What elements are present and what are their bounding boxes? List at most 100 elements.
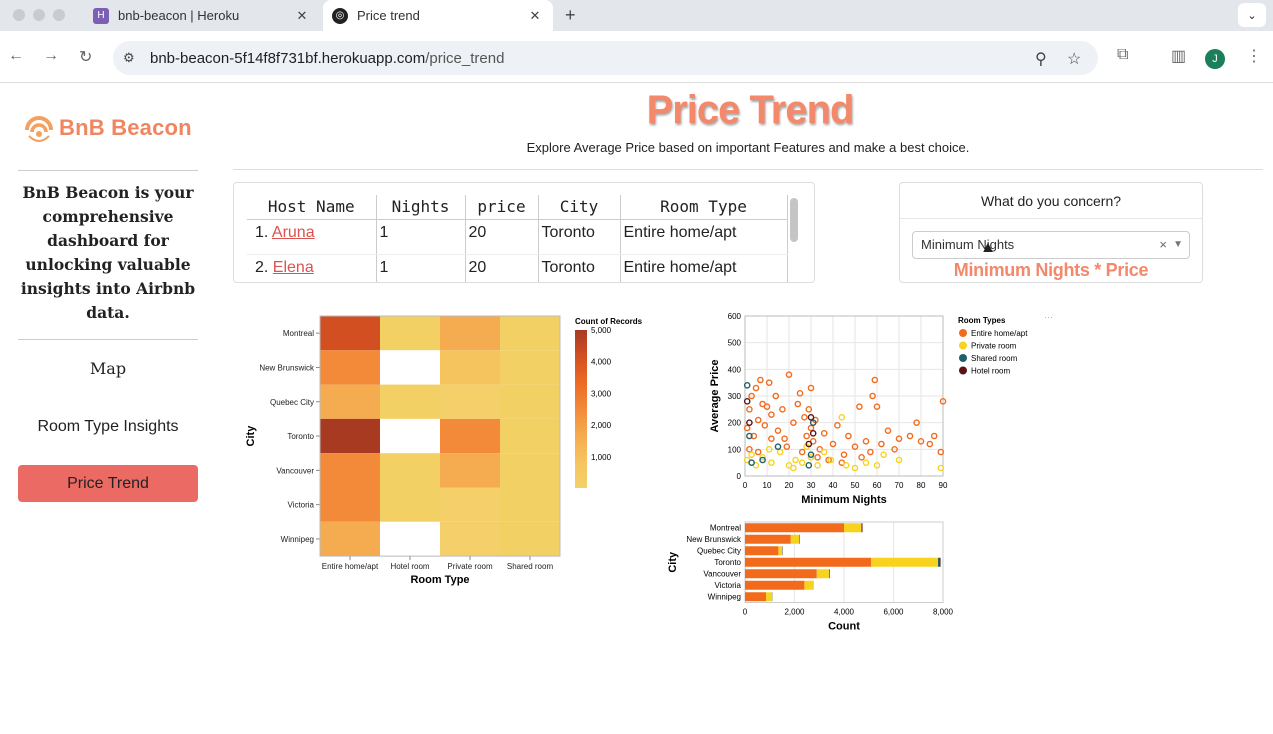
address-bar[interactable]: ⚙ bnb-beacon-5f14f8f731bf.herokuapp.com/… — [113, 41, 1098, 75]
heatmap-cell — [320, 487, 380, 522]
scatter-point — [779, 406, 786, 413]
scatter-point — [807, 424, 815, 432]
host-cell: 1. Aruna — [247, 219, 377, 255]
heatmap-cell — [440, 316, 500, 351]
scatter-point — [829, 440, 837, 448]
y-tick-label: Victoria — [287, 501, 314, 510]
logo-text: BnB Beacon — [59, 115, 192, 140]
scatter-point — [798, 459, 806, 466]
x-axis-label: Minimum Nights — [801, 494, 887, 506]
y-tick-label: 400 — [728, 365, 742, 374]
scatter-point — [807, 414, 815, 421]
stacked-bar-chart[interactable]: 0 2,000 4,000 6,000 8,000 Montreal New Brunswi… — [660, 518, 960, 633]
heatmap-cell — [320, 350, 380, 385]
side-panel-icon[interactable]: ▥ — [1171, 48, 1187, 65]
heatmap-cell — [500, 453, 560, 488]
reload-icon[interactable]: ↻ — [79, 49, 93, 66]
beacon-logo-icon — [25, 116, 53, 142]
bookmark-star-icon[interactable]: ☆ — [1067, 51, 1082, 68]
legend-swatch — [959, 366, 967, 375]
legend-colorbar — [575, 330, 587, 488]
y-tick-label: Montreal — [710, 523, 741, 532]
column-header[interactable]: Room Type — [620, 195, 788, 220]
scatter-point — [895, 456, 903, 464]
bar-segment — [816, 569, 830, 579]
clear-icon[interactable]: × — [1159, 237, 1167, 252]
y-tick-label: Victoria — [714, 581, 741, 590]
divider — [900, 218, 1202, 219]
scatter-point — [776, 448, 784, 456]
y-tick-label: 300 — [728, 392, 742, 401]
plot-border — [744, 315, 944, 477]
forward-icon[interactable]: → — [43, 47, 59, 64]
scatter-point — [748, 459, 755, 466]
scatter-point — [754, 448, 762, 456]
browser-tab-price-trend[interactable]: ◎ Price trend ✕ — [323, 0, 553, 31]
scatter-point — [856, 403, 863, 410]
bar-segment — [745, 569, 817, 579]
legend-swatch — [959, 354, 967, 362]
chevron-down-icon[interactable]: ▼ — [1173, 239, 1183, 250]
profile-avatar[interactable]: J — [1205, 49, 1225, 69]
extensions-icon[interactable]: ⧉ — [1117, 46, 1129, 63]
browser-tab-heroku[interactable]: H bnb-beacon | Heroku ✕ — [84, 0, 320, 31]
scatter-chart[interactable]: 0 10 20 30 40 50 60 70 80 90 0 100 200 300 400 500 600 Mi… — [700, 308, 1070, 508]
column-header[interactable]: Host Name — [247, 195, 377, 220]
scatter-point — [862, 438, 870, 445]
window-controls[interactable] — [13, 9, 65, 21]
new-tab-icon[interactable]: + — [565, 5, 576, 25]
column-header[interactable]: price — [465, 195, 539, 220]
scatter-point — [862, 459, 870, 466]
column-header[interactable]: Nights — [376, 195, 466, 220]
menu-kebab-icon[interactable]: ⋮ — [1246, 48, 1262, 65]
scatter-point — [878, 440, 885, 448]
legend-label: Private room — [971, 342, 1017, 351]
tab-search-icon[interactable]: ⌄ — [1238, 3, 1266, 27]
back-icon[interactable]: ← — [8, 47, 24, 64]
column-header[interactable]: City — [538, 195, 621, 220]
scatter-point — [759, 456, 766, 464]
y-tick-label: Winnipeg — [281, 535, 314, 544]
close-tab-icon[interactable]: ✕ — [529, 7, 541, 23]
scatter-point — [807, 451, 815, 458]
tab-title: Price trend — [357, 8, 420, 23]
scatter-point — [895, 435, 903, 442]
x-tick-label: 80 — [917, 481, 926, 490]
legend-label: Hotel room — [971, 367, 1010, 376]
heatmap-chart[interactable]: Montreal New Brunswick Quebec City Toronto V… — [240, 310, 660, 590]
host-link[interactable]: Elena — [272, 258, 314, 276]
close-tab-icon[interactable]: ✕ — [296, 7, 308, 23]
more-options-icon: ··· — [1044, 312, 1053, 322]
scatter-point — [792, 456, 799, 464]
table-scrollbar[interactable] — [790, 198, 798, 242]
scatter-point — [842, 462, 850, 469]
y-tick-label: 100 — [728, 445, 742, 454]
host-table-panel[interactable]: Host Name Nights price City Room Type 1.… — [233, 182, 815, 283]
mouse-cursor-icon: ▲ — [980, 239, 996, 256]
concern-select[interactable]: Minimum Nights × ▼ — [912, 231, 1190, 259]
heatmap-cell — [320, 521, 380, 557]
x-tick-label: Hotel room — [390, 562, 429, 571]
legend-title: Room Types — [958, 316, 1006, 325]
scatter-point — [827, 456, 835, 464]
scatter-point — [743, 398, 751, 405]
scatter-point — [939, 398, 947, 405]
sidebar-item-room-type-insights[interactable]: Room Type Insights — [37, 418, 179, 435]
heatmap-cell — [380, 521, 440, 557]
sidebar-item-price-trend[interactable]: Price Trend — [18, 465, 198, 502]
site-info-icon[interactable]: ⚙ — [123, 50, 135, 65]
host-link[interactable]: Aruna — [271, 223, 315, 241]
app-logo[interactable]: BnB Beacon — [24, 112, 192, 144]
y-tick-label: 0 — [737, 472, 742, 481]
y-tick-label: Montreal — [283, 329, 314, 338]
y-tick-label: 500 — [728, 339, 742, 348]
zoom-icon[interactable]: ⚲ — [1035, 51, 1047, 68]
x-axis-label: Room Type — [410, 574, 469, 586]
scatter-point — [809, 430, 817, 437]
heatmap-cell — [500, 316, 560, 351]
scatter-point — [794, 400, 802, 408]
select-value: Minimum Nights — [921, 237, 1015, 252]
sidebar-item-map[interactable]: Map — [89, 359, 127, 378]
legend-title: Count of Records — [575, 317, 643, 326]
x-tick-label: 0 — [743, 608, 748, 617]
